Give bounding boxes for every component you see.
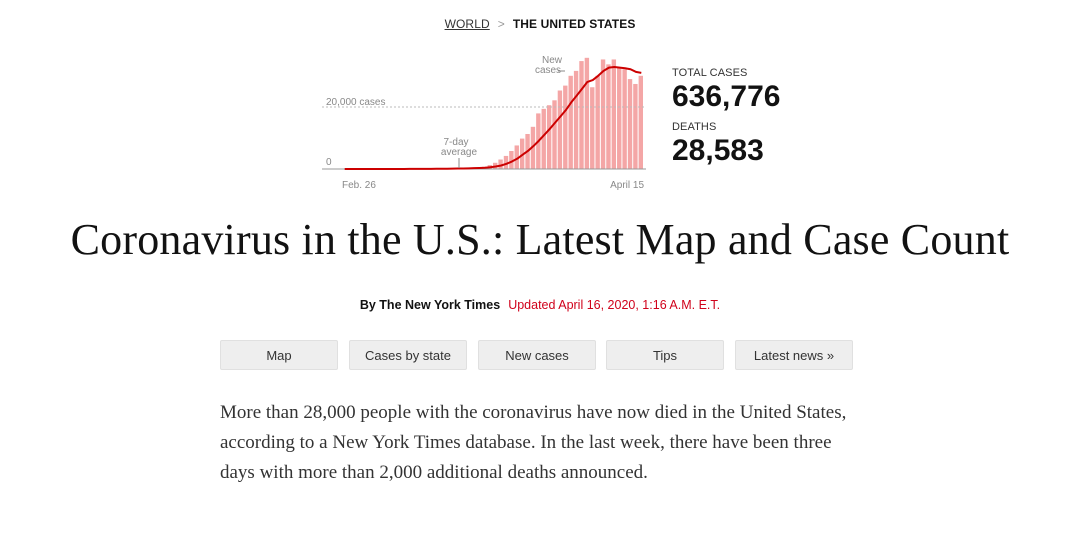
map-button[interactable]: Map [220, 340, 338, 370]
new-cases-bar [595, 75, 600, 169]
x-label-start: Feb. 26 [342, 180, 376, 191]
section-nav: Map Cases by state New cases Tips Latest… [220, 340, 860, 372]
total-cases-label: TOTAL CASES [672, 67, 748, 79]
new-cases-bar [622, 69, 627, 169]
annotation-new-line1: New [542, 55, 563, 66]
new-cases-bar [503, 155, 509, 169]
new-cases-bar [600, 59, 606, 170]
latest-news-button[interactable]: Latest news » [735, 340, 853, 370]
new-cases-button[interactable]: New cases [478, 340, 596, 370]
new-cases-bar [530, 126, 536, 169]
annotation-new-line2: cases [535, 65, 561, 76]
new-cases-bar [590, 87, 595, 169]
breadcrumb-separator: > [497, 17, 505, 31]
new-cases-bar [638, 75, 643, 169]
y-label-0: 0 [326, 157, 332, 168]
stats-panel: TOTAL CASES 636,776 DEATHS 28,583 [672, 66, 832, 174]
new-cases-bar [541, 108, 546, 169]
new-cases-bar [611, 59, 617, 170]
byline-author: By The New York Times [359, 298, 501, 312]
seven-day-average-line [344, 65, 642, 170]
new-cases-bar [519, 138, 525, 169]
byline-updated: Updated April 16, 2020, 1:16 A.M. E.T. [508, 298, 721, 312]
new-cases-bar [627, 79, 633, 169]
new-cases-bar [546, 105, 552, 169]
x-label-end: April 15 [610, 180, 644, 191]
breadcrumb-current: THE UNITED STATES [512, 17, 636, 31]
deaths-value: 28,583 [672, 134, 764, 167]
new-cases-bar [568, 75, 573, 169]
breadcrumb: WORLD > THE UNITED STATES [0, 16, 1080, 32]
cases-by-state-button[interactable]: Cases by state [349, 340, 467, 370]
new-cases-bar [617, 67, 622, 169]
tips-button[interactable]: Tips [606, 340, 724, 370]
new-cases-bar [509, 151, 514, 169]
new-cases-bar [573, 70, 579, 169]
y-label-20000: 20,000 cases [326, 97, 386, 108]
article-paragraph: More than 28,000 people with the coronav… [220, 402, 847, 483]
breadcrumb-world-link[interactable]: WORLD [444, 17, 490, 31]
annotation-avg-line2: average [441, 147, 478, 158]
new-cases-bar [606, 64, 611, 169]
new-cases-bar [563, 85, 568, 169]
page-title: Coronavirus in the U.S.: Latest Map and … [70, 215, 1010, 264]
new-cases-bar [579, 61, 584, 169]
total-cases-value: 636,776 [672, 80, 781, 113]
new-cases-bar [557, 90, 563, 169]
annotation-avg-line1: 7-day [443, 137, 468, 148]
cases-chart-svg: 20,000 cases 0 Feb. 26 April 15 New case… [322, 55, 646, 191]
new-cases-bar [498, 159, 503, 169]
new-cases-bar [633, 83, 638, 169]
byline: By The New York Times Updated April 16, 2… [0, 296, 1080, 314]
new-cases-bar [514, 145, 519, 169]
cases-chart: 20,000 cases 0 Feb. 26 April 15 New case… [320, 48, 660, 194]
new-cases-bar [552, 100, 557, 169]
new-cases-bar [584, 57, 590, 170]
deaths-label: DEATHS [672, 121, 717, 133]
